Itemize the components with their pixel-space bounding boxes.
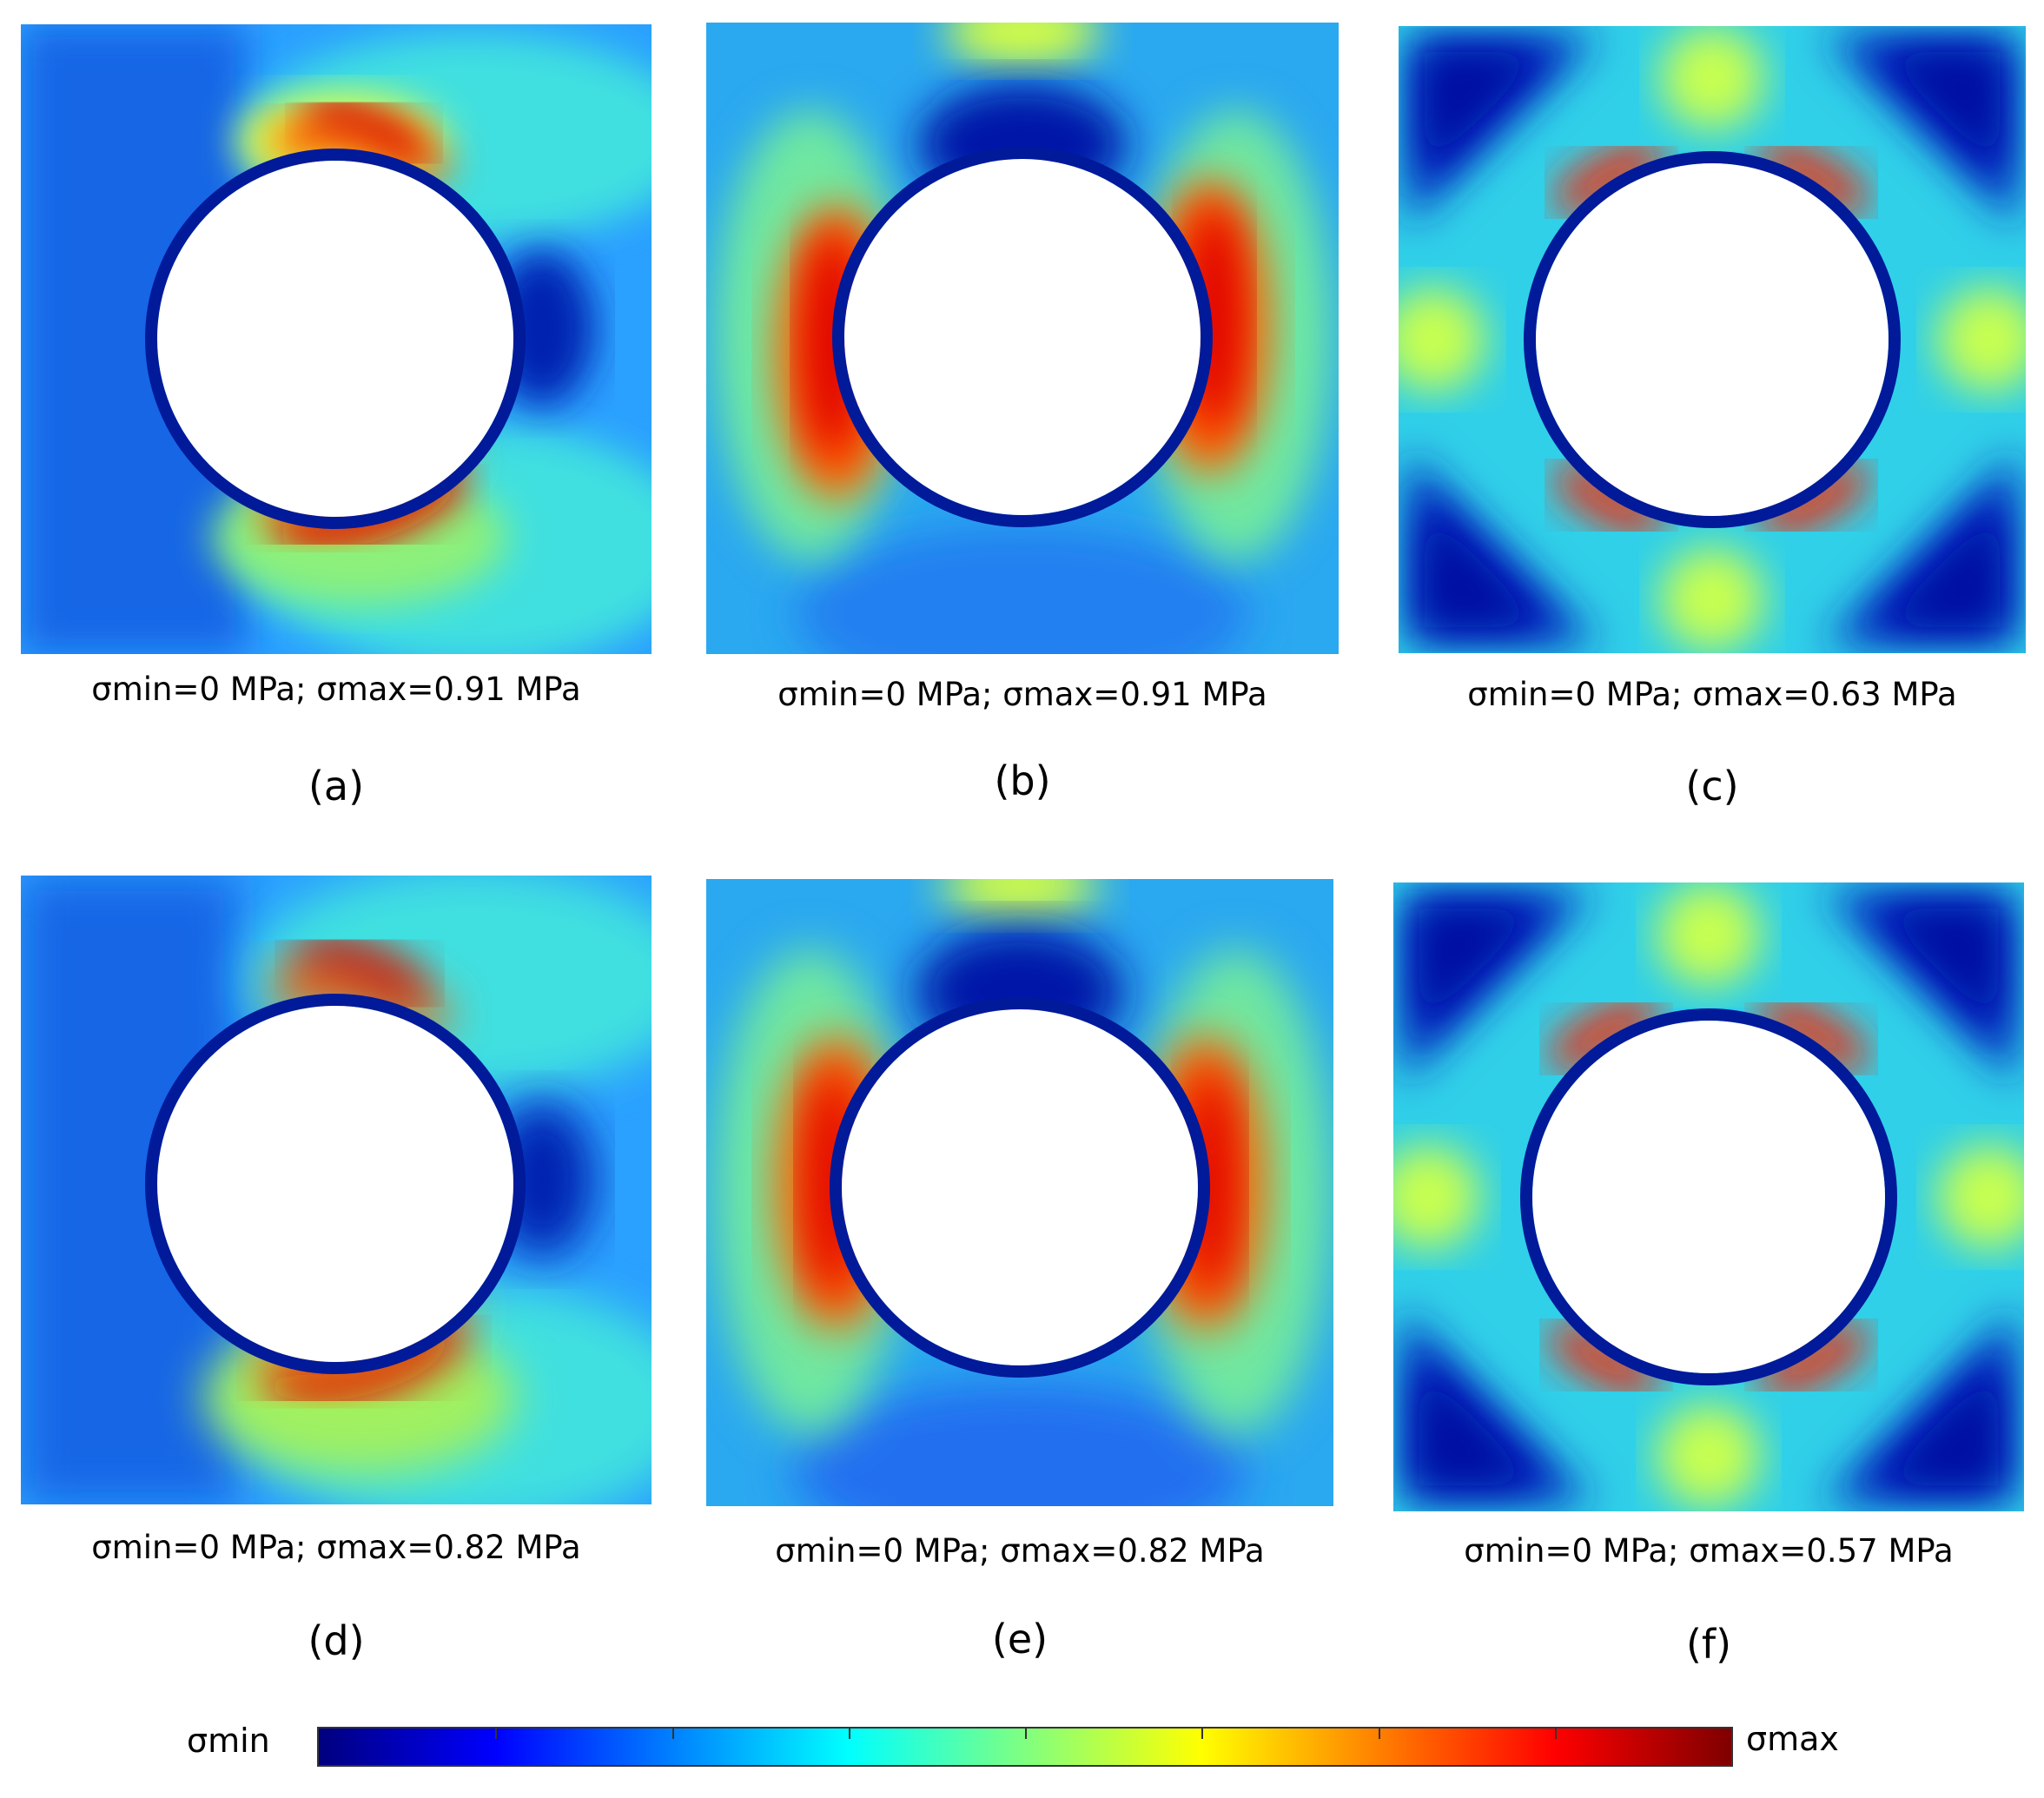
colorbar-tick — [495, 1729, 498, 1739]
stress-map-b — [706, 23, 1339, 654]
label-f: (f) — [1685, 1621, 1732, 1668]
caption-f: σmin=0 MPa; σmax=0.57 MPa — [1464, 1532, 1954, 1570]
stress-map-f-image — [1393, 882, 2024, 1511]
label-c: (c) — [1685, 763, 1739, 810]
stress-map-e — [706, 879, 1333, 1506]
stress-map-d — [21, 876, 652, 1504]
colorbar-tick — [848, 1729, 850, 1739]
stress-map-f — [1393, 882, 2024, 1511]
colorbar-min-label: σmin — [187, 1722, 270, 1760]
stress-map-a-image — [21, 24, 652, 654]
caption-e: σmin=0 MPa; σmax=0.82 MPa — [775, 1532, 1265, 1570]
label-b: (b) — [994, 757, 1051, 804]
colorbar-tick — [1025, 1729, 1027, 1739]
stress-map-b-image — [706, 23, 1339, 654]
stress-map-a — [21, 24, 652, 654]
label-d: (d) — [308, 1617, 365, 1664]
label-a: (a) — [308, 763, 365, 810]
colorbar — [317, 1727, 1733, 1767]
stress-map-d-image — [21, 876, 652, 1504]
colorbar-tick — [1554, 1729, 1557, 1739]
label-e: (e) — [991, 1616, 1048, 1662]
stress-map-e-image — [706, 879, 1333, 1506]
colorbar-tick — [671, 1729, 674, 1739]
stress-map-c-image — [1399, 26, 2026, 653]
caption-c: σmin=0 MPa; σmax=0.63 MPa — [1467, 676, 1957, 713]
colorbar-tick — [1201, 1729, 1204, 1739]
colorbar-max-label: σmax — [1746, 1720, 1839, 1758]
caption-a: σmin=0 MPa; σmax=0.91 MPa — [91, 671, 581, 708]
caption-d: σmin=0 MPa; σmax=0.82 MPa — [91, 1529, 581, 1566]
caption-b: σmin=0 MPa; σmax=0.91 MPa — [777, 676, 1267, 713]
colorbar-tick — [1378, 1729, 1380, 1739]
stress-map-c — [1399, 26, 2026, 653]
